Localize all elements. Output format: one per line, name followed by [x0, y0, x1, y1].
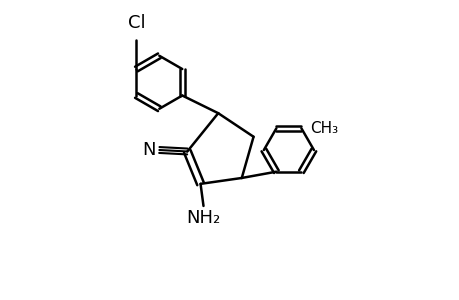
Text: N: N — [142, 141, 156, 159]
Text: NH₂: NH₂ — [186, 209, 220, 227]
Text: Cl: Cl — [127, 14, 145, 32]
Text: CH₃: CH₃ — [309, 121, 338, 136]
